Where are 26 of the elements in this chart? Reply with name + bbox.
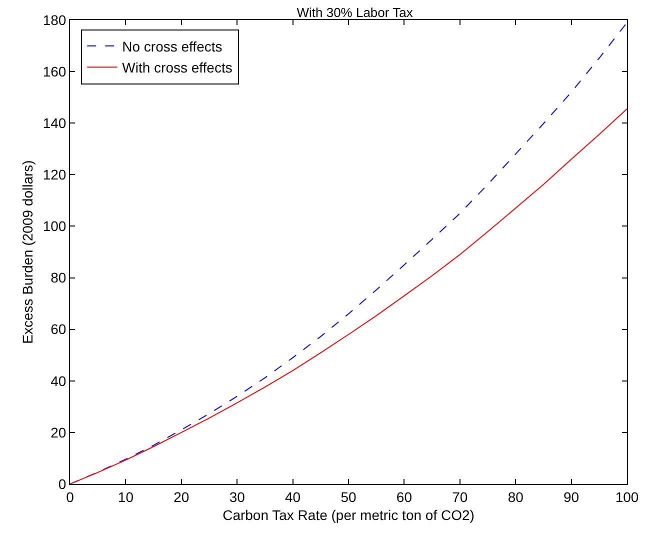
legend-label: No cross effects [122,38,222,54]
x-tick-label: 80 [508,488,524,505]
y-tick-label: 180 [42,12,66,28]
y-tick-label: 0 [58,476,66,492]
x-tick-label: 30 [229,488,246,505]
line-series [70,108,627,484]
x-tick-label: 70 [452,488,468,505]
y-tick-label: 100 [42,218,66,234]
x-tick-label: 90 [564,488,580,505]
y-axis-title: Excess Burden (2009 dollars) [19,160,36,344]
y-tick-label: 140 [42,115,66,132]
y-tick-label: 20 [50,424,66,440]
x-tick-label: 100 [615,488,639,505]
x-tick-label: 50 [340,488,356,505]
chart-title: With 30% Labor Tax [296,5,414,20]
legend-label: With cross effects [122,60,232,76]
x-tick-label: 60 [396,488,412,505]
x-tick-label: 10 [118,488,134,505]
y-tick-label: 160 [42,63,66,80]
x-tick-label: 40 [285,488,301,505]
y-tick-label: 60 [50,321,66,338]
x-tick-label: 20 [174,488,190,505]
y-tick-label: 40 [50,372,66,389]
x-axis-title: Carbon Tax Rate (per metric ton of CO2) [222,507,474,524]
y-tick-label: 80 [50,270,66,286]
y-tick-label: 120 [42,166,66,183]
